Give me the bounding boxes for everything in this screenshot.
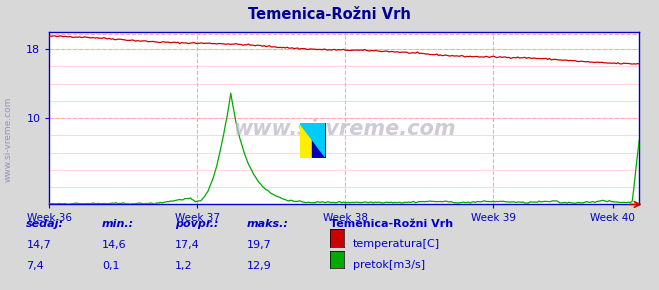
Text: 12,9: 12,9	[247, 261, 272, 271]
Text: www.si-vreme.com: www.si-vreme.com	[233, 119, 455, 139]
Text: 0,1: 0,1	[102, 261, 120, 271]
Text: maks.:: maks.:	[247, 219, 289, 229]
Text: temperatura[C]: temperatura[C]	[353, 239, 440, 249]
Polygon shape	[300, 123, 325, 157]
Text: 1,2: 1,2	[175, 261, 192, 271]
Text: 14,6: 14,6	[102, 240, 127, 250]
Text: sedaj:: sedaj:	[26, 219, 65, 229]
Text: www.si-vreme.com: www.si-vreme.com	[3, 97, 13, 182]
Text: min.:: min.:	[102, 219, 134, 229]
Text: 14,7: 14,7	[26, 240, 51, 250]
Text: 19,7: 19,7	[247, 240, 272, 250]
Text: povpr.:: povpr.:	[175, 219, 218, 229]
Text: 17,4: 17,4	[175, 240, 200, 250]
Text: pretok[m3/s]: pretok[m3/s]	[353, 260, 424, 270]
Text: 7,4: 7,4	[26, 261, 44, 271]
Text: Temenica-Rožni Vrh: Temenica-Rožni Vrh	[248, 7, 411, 22]
Text: Temenica-Rožni Vrh: Temenica-Rožni Vrh	[330, 219, 453, 229]
